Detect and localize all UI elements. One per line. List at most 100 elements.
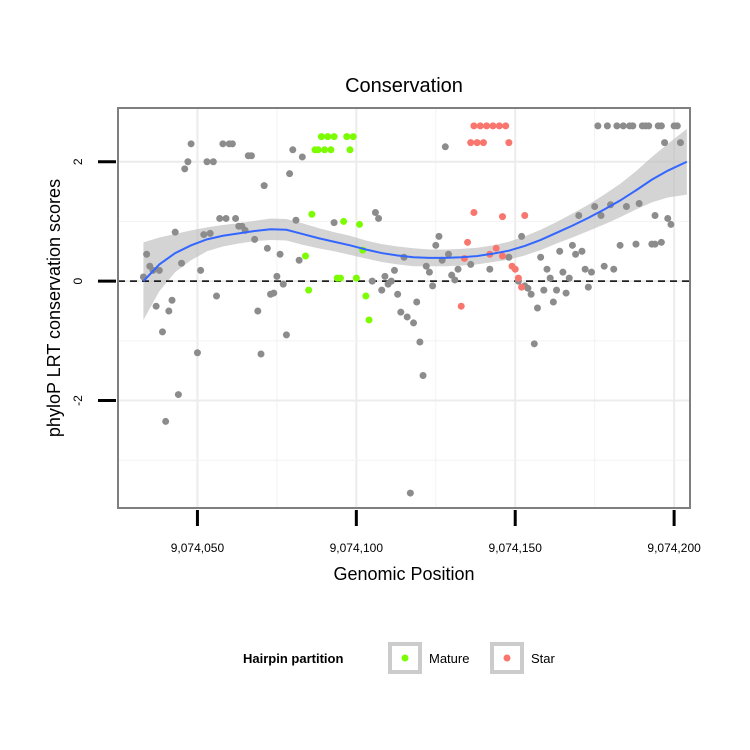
y-tick-label-1: 0 [71,277,85,284]
point-star-14 [502,122,510,130]
point-star-20 [521,211,529,219]
point-other-65 [413,298,421,306]
chart-title: Conservation [345,75,463,97]
point-other-77 [451,276,459,284]
point-other-36 [257,350,265,358]
point-other-54 [378,286,386,294]
point-other-67 [419,371,427,379]
point-other-68 [422,262,430,270]
y-tick-label-0: -2 [71,395,85,406]
point-mature-20 [365,316,373,324]
point-star-18 [514,274,522,282]
point-other-25 [222,214,230,222]
point-other-52 [371,208,379,216]
point-star-2 [464,238,472,246]
point-mature-9 [330,133,338,141]
point-other-70 [429,282,437,290]
point-star-12 [495,122,503,130]
point-mature-5 [317,133,325,141]
point-other-49 [298,153,306,161]
point-other-17 [197,266,205,274]
point-other-44 [282,331,290,339]
point-other-59 [394,290,402,298]
point-other-132 [673,122,681,130]
point-mature-1 [305,286,313,294]
point-star-13 [499,252,507,260]
legend-key-star [490,642,524,674]
point-other-7 [162,417,170,425]
point-star-17 [511,265,519,273]
point-other-6 [158,328,166,336]
point-mature-15 [349,133,357,141]
point-mature-6 [321,146,329,154]
point-other-110 [603,122,611,130]
point-other-123 [645,122,653,130]
point-other-120 [635,200,643,208]
point-other-35 [254,307,262,315]
point-star-10 [489,122,497,130]
point-other-38 [263,244,271,252]
point-other-85 [524,284,532,292]
point-star-4 [470,122,478,130]
x-axis-title: Genomic Position [333,564,474,584]
point-other-86 [527,290,535,298]
legend-dot-star [503,654,511,662]
point-other-128 [661,139,669,147]
point-other-8 [165,307,173,315]
point-star-21 [470,208,478,216]
point-other-94 [553,286,561,294]
point-other-78 [454,265,462,273]
point-other-12 [178,259,186,267]
point-other-40 [270,289,278,297]
point-star-6 [476,122,484,130]
x-tick-label-2: 9,074,150 [489,541,543,555]
point-mature-7 [324,133,332,141]
y-axis-title: phyloP LRT conservation scores [44,179,64,437]
fit-line-layer [142,160,688,282]
point-other-125 [651,211,659,219]
point-star-11 [492,244,500,252]
point-other-22 [213,292,221,300]
series-star [457,122,529,310]
point-other-98 [565,274,573,282]
point-other-107 [594,122,602,130]
point-other-20 [206,229,214,237]
point-other-18 [200,231,208,239]
point-other-112 [610,265,618,273]
point-other-83 [518,232,526,240]
point-other-109 [600,262,608,270]
point-mature-11 [336,274,344,282]
point-other-95 [556,247,564,255]
point-other-92 [546,274,554,282]
point-other-103 [581,265,589,273]
point-other-33 [247,152,255,160]
point-other-46 [289,146,297,154]
point-star-3 [467,139,475,147]
point-other-129 [664,214,672,222]
point-other-133 [676,139,684,147]
loess-fit-line [142,160,688,282]
point-other-100 [572,250,580,258]
point-other-1 [143,250,151,258]
point-other-28 [232,214,240,222]
point-other-57 [387,277,395,285]
point-other-9 [168,296,176,304]
point-other-118 [629,122,637,130]
point-other-64 [410,319,418,327]
point-other-90 [540,286,548,294]
point-other-43 [279,280,287,288]
point-other-119 [632,240,640,248]
point-other-48 [295,256,303,264]
point-other-4 [152,302,160,310]
point-star-15 [505,139,513,147]
point-mature-19 [362,292,370,300]
point-other-116 [622,203,630,211]
point-other-115 [619,122,627,130]
legend-label-mature: Mature [429,651,469,666]
point-star-22 [499,213,507,221]
y-axis: -2 0 2 [71,158,116,406]
point-mature-16 [352,274,360,282]
point-other-96 [559,268,567,276]
point-star-5 [473,139,481,147]
point-star-19 [518,283,526,291]
